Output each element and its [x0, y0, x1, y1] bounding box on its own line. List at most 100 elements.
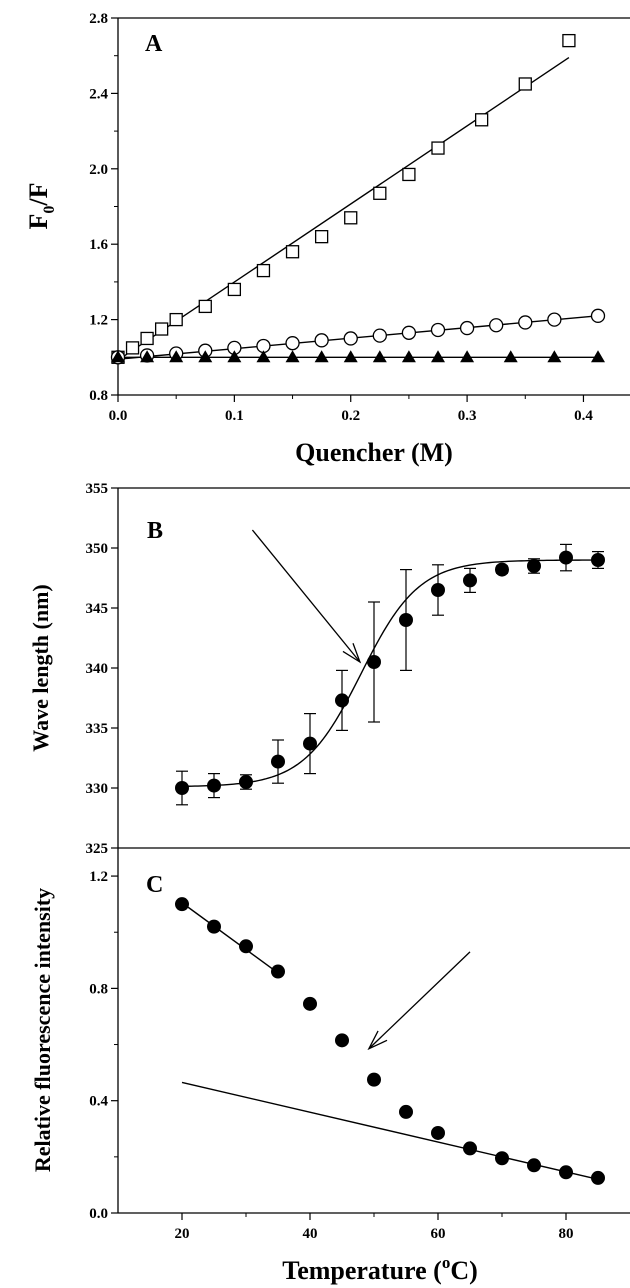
- panel-a-fit-line-2: [117, 315, 599, 360]
- panel-a-x-tick-label: 0.1: [225, 408, 244, 424]
- panel-a-point-s3: [227, 350, 242, 363]
- panel-b-point: [431, 583, 445, 597]
- panel-c-y-axis-title: Relative fluorescence intensity: [30, 888, 55, 1172]
- panel-a-point-s3: [198, 350, 213, 363]
- panel-a-point-s1: [227, 282, 242, 297]
- panel-b-arrow-head: [342, 643, 362, 664]
- panel-c-y-tick-label: 0.0: [89, 1206, 108, 1222]
- panel-b-point: [591, 553, 605, 567]
- panel-a-fit-line-1: [117, 57, 570, 361]
- panel-a-point-s2: [459, 320, 475, 336]
- panel-b-y-tick-label: 335: [86, 721, 109, 737]
- panel-a-point-s1: [285, 245, 300, 259]
- panel-b-point: [463, 573, 477, 588]
- panel-c-arrow-shaft: [368, 951, 471, 1050]
- panel-a-point-s1: [198, 299, 212, 314]
- panel-a-point-s3: [591, 350, 605, 363]
- panel-c-x-axis-title: Temperature (oC): [282, 1253, 478, 1285]
- panel-b-fit-curve: [181, 559, 599, 788]
- panel-b-letter: B: [147, 518, 163, 544]
- panel-c-fit-line-1: [181, 902, 279, 974]
- panel-c-point: [271, 964, 285, 979]
- panel-a-point-s1: [373, 186, 387, 200]
- panel-a-y-tick-label: 1.2: [89, 313, 108, 329]
- panel-b-point: [303, 736, 317, 751]
- panel-a-point-s1: [344, 211, 358, 225]
- panel-c-x-tick-label: 20: [175, 1226, 190, 1242]
- panel-a-y-tick-label: 2.8: [89, 11, 108, 27]
- panel-a-point-s1: [125, 341, 140, 355]
- panel-c-point: [335, 1033, 349, 1048]
- panel-c-arrow-head: [367, 1030, 388, 1051]
- panel-a-point-s2: [285, 336, 300, 351]
- panel-a-point-s1: [562, 33, 576, 48]
- panel-c-point: [559, 1165, 573, 1180]
- panel-a-point-s3: [431, 350, 445, 363]
- panel-b-y-tick-label: 330: [86, 781, 109, 797]
- panel-c-x-tick-label: 40: [303, 1226, 318, 1242]
- panel-a-y-axis-title: F0/F: [24, 183, 58, 230]
- panel-c: 20 40 60 80 0.0 0.4 0.8 1.2 C Relative fluorescen…: [30, 848, 630, 1285]
- panel-a-point-s1: [154, 322, 169, 336]
- panel-a-y-tick-label: 2.0: [89, 162, 108, 178]
- panel-a-point-s3: [401, 350, 416, 363]
- panel-b-arrow: [251, 529, 362, 664]
- panel-a-x-tick-label: 0.0: [109, 408, 128, 424]
- panel-a-point-s3: [111, 350, 125, 363]
- panel-a: 0.0 0.1 0.2 0.3 0.4 0.8 1.2 1.6 2.0 2.4 2.8 A Quench…: [24, 11, 630, 467]
- panel-b-y-tick-label: 325: [86, 841, 109, 857]
- panel-a-point-s2: [590, 308, 606, 323]
- panel-b-point: [207, 778, 221, 793]
- panel-a-point-s3: [169, 350, 184, 363]
- panel-c-point: [527, 1158, 541, 1173]
- panel-c-y-tick-label: 1.2: [89, 869, 108, 885]
- panel-c-point: [431, 1125, 445, 1140]
- panel-a-point-s2: [314, 333, 329, 348]
- panel-b-point: [527, 559, 541, 573]
- panel-a-point-s3: [547, 350, 562, 363]
- panel-c-point: [367, 1072, 381, 1087]
- panel-a-point-s1: [169, 312, 183, 327]
- panel-a-point-s3: [372, 350, 387, 363]
- panel-b-point: [367, 655, 381, 669]
- panel-a-point-s2: [430, 322, 446, 338]
- panel-b: 325 330 335 340 345 350 355 B Wave length (nm): [28, 481, 630, 857]
- panel-c-y-tick-label: 0.8: [89, 981, 108, 997]
- panel-a-y-tick-label: 2.4: [89, 86, 108, 102]
- panel-a-point-s1: [256, 263, 271, 278]
- panel-a-point-s3: [256, 350, 271, 363]
- panel-b-point: [399, 613, 413, 627]
- panel-a-point-s1: [402, 167, 416, 182]
- panel-b-arrow-shaft: [251, 529, 361, 663]
- panel-b-point: [175, 781, 189, 795]
- panel-a-point-s3: [314, 350, 329, 363]
- panel-a-point-s1: [314, 230, 329, 244]
- panel-b-y-tick-label: 345: [86, 601, 109, 617]
- panel-b-point: [271, 754, 285, 769]
- panel-a-x-tick-label: 0.3: [458, 408, 477, 424]
- panel-a-letter: A: [145, 31, 163, 57]
- panel-a-y-tick-label: 0.8: [89, 388, 108, 404]
- panel-b-y-tick-label: 350: [86, 541, 109, 557]
- panel-b-y-tick-label: 355: [86, 481, 109, 497]
- panel-b-point: [559, 550, 573, 565]
- panel-c-point: [207, 919, 221, 934]
- panel-a-point-s3: [503, 350, 518, 363]
- panel-a-point-s1: [140, 331, 154, 346]
- panel-a-point-s2: [372, 328, 387, 343]
- panel-c-point: [463, 1141, 477, 1156]
- panel-a-x-axis-title: Quencher (M): [295, 438, 453, 467]
- panel-a-point-s3: [343, 350, 358, 363]
- panel-a-point-s3: [285, 350, 300, 363]
- panel-a-point-s1: [431, 141, 445, 155]
- panel-a-point-s2: [343, 331, 358, 346]
- panel-c-point: [303, 996, 317, 1011]
- panel-a-point-s3: [140, 350, 155, 363]
- panel-c-arrow: [367, 951, 471, 1051]
- panel-c-x-tick-label: 60: [431, 1226, 446, 1242]
- panel-a-point-s2: [489, 318, 504, 333]
- panel-a-point-s1: [474, 113, 489, 127]
- panel-a-y-tick-label: 1.6: [89, 237, 108, 253]
- panel-c-letter: C: [146, 872, 163, 898]
